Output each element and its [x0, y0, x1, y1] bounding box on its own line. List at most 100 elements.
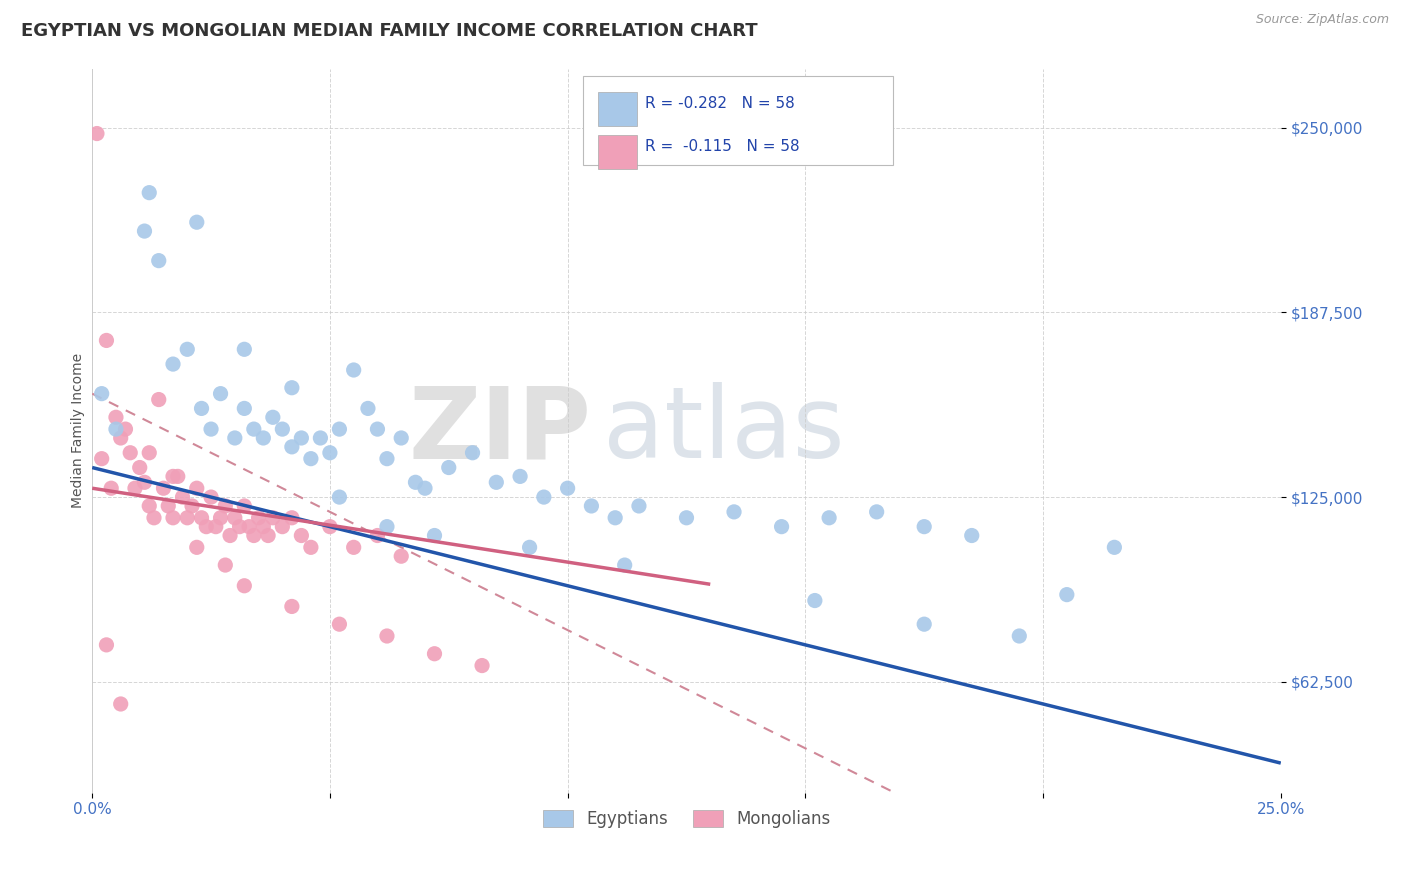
Point	[176, 510, 198, 524]
Point	[290, 528, 312, 542]
Point	[557, 481, 579, 495]
Point	[912, 519, 935, 533]
Point	[110, 431, 132, 445]
Point	[104, 410, 127, 425]
Text: ZIP: ZIP	[409, 382, 592, 479]
Point	[328, 422, 350, 436]
Point	[319, 446, 342, 460]
Point	[281, 381, 304, 395]
Point	[1008, 629, 1031, 643]
Point	[262, 410, 284, 425]
Point	[309, 431, 332, 445]
Point	[413, 481, 436, 495]
Point	[357, 401, 380, 416]
Point	[209, 386, 232, 401]
Point	[96, 334, 118, 348]
Point	[86, 127, 108, 141]
Point	[172, 490, 194, 504]
Point	[110, 697, 132, 711]
Text: atlas: atlas	[603, 382, 845, 479]
Point	[804, 593, 827, 607]
Point	[389, 431, 412, 445]
Point	[1104, 541, 1126, 555]
Point	[190, 401, 212, 416]
Point	[104, 422, 127, 436]
Point	[224, 510, 246, 524]
Point	[328, 490, 350, 504]
Point	[214, 499, 236, 513]
Point	[162, 510, 184, 524]
Point	[181, 499, 204, 513]
Point	[138, 186, 160, 200]
Point	[281, 440, 304, 454]
Point	[252, 519, 274, 533]
Point	[176, 343, 198, 357]
Point	[134, 224, 156, 238]
Point	[200, 490, 222, 504]
Point	[162, 469, 184, 483]
Point	[224, 431, 246, 445]
Text: R =  -0.115   N = 58: R = -0.115 N = 58	[645, 139, 800, 154]
Point	[723, 505, 745, 519]
Point	[200, 422, 222, 436]
Point	[818, 510, 841, 524]
Point	[114, 422, 136, 436]
Point	[627, 499, 650, 513]
Point	[770, 519, 793, 533]
Point	[190, 510, 212, 524]
Point	[281, 510, 304, 524]
Point	[405, 475, 427, 490]
Text: EGYPTIAN VS MONGOLIAN MEDIAN FAMILY INCOME CORRELATION CHART: EGYPTIAN VS MONGOLIAN MEDIAN FAMILY INCO…	[21, 22, 758, 40]
Y-axis label: Median Family Income: Median Family Income	[72, 353, 86, 508]
Point	[423, 528, 446, 542]
Point	[186, 481, 208, 495]
Point	[243, 422, 266, 436]
Point	[366, 528, 388, 542]
Point	[257, 528, 280, 542]
Point	[233, 579, 256, 593]
Point	[233, 401, 256, 416]
Point	[319, 519, 342, 533]
Point	[375, 519, 398, 533]
Point	[299, 541, 322, 555]
Point	[138, 446, 160, 460]
Point	[375, 451, 398, 466]
Point	[613, 558, 636, 572]
Point	[148, 253, 170, 268]
Point	[204, 519, 226, 533]
Point	[186, 541, 208, 555]
Text: R = -0.282   N = 58: R = -0.282 N = 58	[645, 96, 796, 112]
Text: Source: ZipAtlas.com: Source: ZipAtlas.com	[1256, 13, 1389, 27]
Point	[471, 658, 494, 673]
Point	[209, 510, 232, 524]
Point	[128, 460, 150, 475]
Point	[271, 519, 294, 533]
Point	[238, 519, 260, 533]
Point	[124, 481, 146, 495]
Point	[423, 647, 446, 661]
Point	[233, 343, 256, 357]
Point	[866, 505, 889, 519]
Point	[281, 599, 304, 614]
Point	[343, 541, 366, 555]
Point	[461, 446, 484, 460]
Point	[96, 638, 118, 652]
Point	[134, 475, 156, 490]
Point	[328, 617, 350, 632]
Point	[252, 431, 274, 445]
Point	[214, 558, 236, 572]
Point	[389, 549, 412, 564]
Point	[375, 629, 398, 643]
Point	[343, 363, 366, 377]
Point	[157, 499, 180, 513]
Point	[162, 357, 184, 371]
Point	[138, 499, 160, 513]
Point	[90, 451, 112, 466]
Point	[243, 528, 266, 542]
Point	[533, 490, 555, 504]
Point	[100, 481, 122, 495]
Point	[581, 499, 603, 513]
Point	[299, 451, 322, 466]
Point	[509, 469, 531, 483]
Point	[148, 392, 170, 407]
